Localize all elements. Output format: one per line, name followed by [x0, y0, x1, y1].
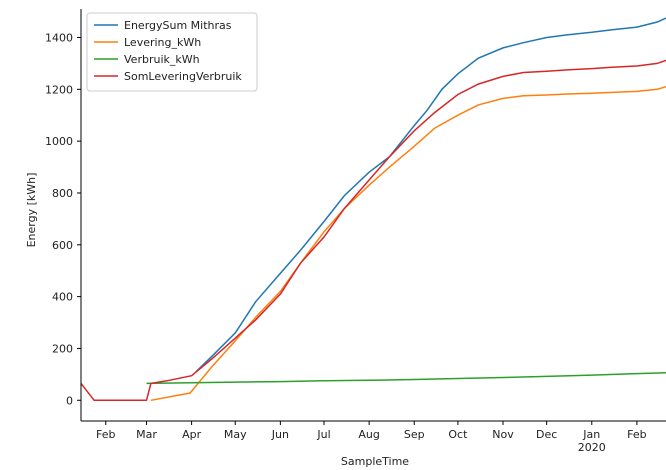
x-tick-label: Apr: [182, 428, 202, 441]
x-tick-sublabel: 2020: [578, 441, 606, 454]
x-tick-label: Feb: [96, 428, 115, 441]
y-tick-label: 1000: [45, 135, 73, 148]
y-axis-label: Energy [kWh]: [25, 173, 38, 248]
series-line-4: [80, 59, 666, 402]
y-tick-label: 600: [52, 239, 73, 252]
y-tick-label: 1200: [45, 83, 73, 96]
legend-label: EnergySum Mithras: [124, 19, 232, 32]
x-tick-label: Jan: [582, 428, 600, 441]
x-tick-label: Oct: [448, 428, 468, 441]
x-tick-label: Jul: [316, 428, 330, 441]
x-tick-label: Jun: [271, 428, 289, 441]
y-tick-label: 0: [66, 394, 73, 407]
series-line-1: [195, 17, 666, 373]
axes-layer: 0 200 400 600 800 1000 1200 1400 Feb Mar Apr May Jun…: [45, 9, 666, 454]
x-axis-label: SampleTime: [341, 455, 409, 468]
legend-label: Verbruik_kWh: [124, 53, 200, 66]
legend-label: Levering_kWh: [124, 36, 201, 49]
x-tick-label: Sep: [404, 428, 425, 441]
x-tick-label: Dec: [536, 428, 557, 441]
legend-label: SomLeveringVerbruik: [124, 70, 242, 83]
series-line-2: [150, 85, 666, 402]
x-tick-label: Feb: [627, 428, 646, 441]
series-layer: [80, 17, 666, 402]
y-tick-label: 1400: [45, 32, 73, 45]
legend-box: [86, 12, 258, 92]
x-tick-label: Nov: [492, 428, 514, 441]
x-tick-label: Aug: [358, 428, 379, 441]
legend: EnergySum Mithras Levering_kWh Verbruik_kW…: [86, 12, 258, 92]
x-tick-label: May: [224, 428, 247, 441]
y-tick-label: 200: [52, 342, 73, 355]
y-tick-label: 800: [52, 187, 73, 200]
x-tick-label: Mar: [136, 428, 157, 441]
series-line-3: [146, 372, 666, 385]
y-tick-label: 400: [52, 291, 73, 304]
